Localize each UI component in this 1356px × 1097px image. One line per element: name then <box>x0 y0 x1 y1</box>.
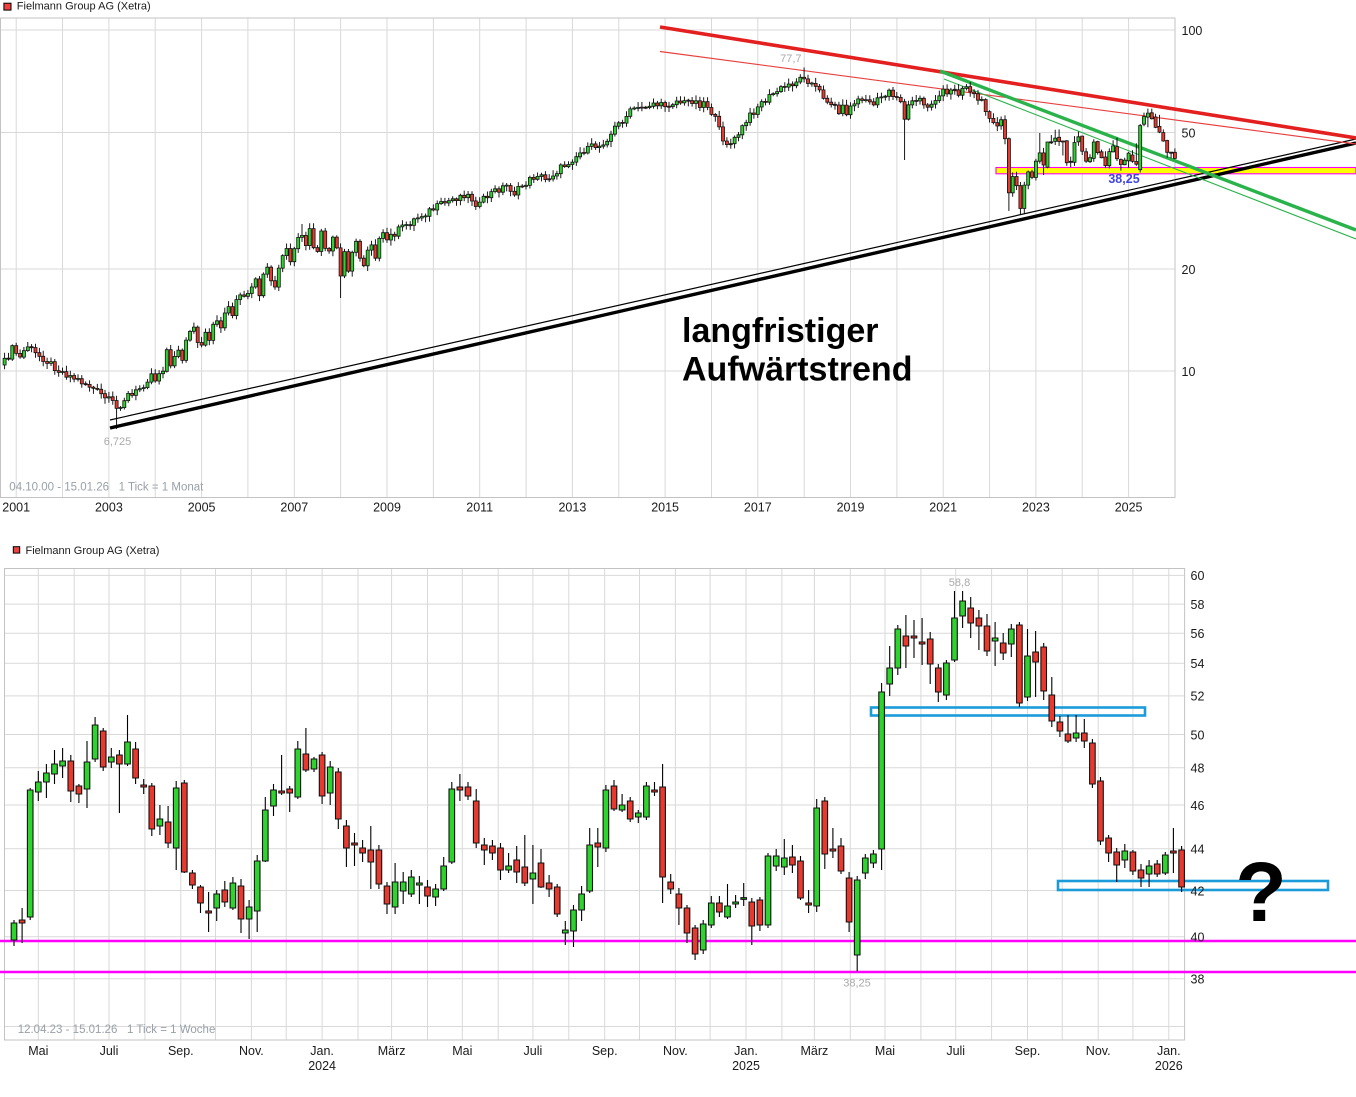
svg-text:Nov.: Nov. <box>663 1044 688 1058</box>
svg-text:langfristiger: langfristiger <box>682 312 878 350</box>
svg-text:38: 38 <box>1191 973 1205 987</box>
svg-text:100: 100 <box>1182 24 1203 38</box>
svg-text:04.10.00 - 15.01.26 1 Tick =: 04.10.00 - 15.01.26 1 Tick = 1 Monat <box>9 482 204 494</box>
svg-text:Jan.: Jan. <box>310 1044 334 1058</box>
svg-text:48: 48 <box>1191 762 1205 776</box>
svg-text:46: 46 <box>1191 799 1205 813</box>
svg-text:6,725: 6,725 <box>104 436 132 448</box>
svg-text:50: 50 <box>1191 728 1205 742</box>
svg-text:Fielmann Group AG (Xetra): Fielmann Group AG (Xetra) <box>26 545 160 557</box>
svg-text:Juli: Juli <box>100 1044 119 1058</box>
svg-text:2025: 2025 <box>732 1059 760 1073</box>
svg-text:38,25: 38,25 <box>843 978 871 990</box>
svg-text:2009: 2009 <box>373 501 401 515</box>
svg-text:Sep.: Sep. <box>592 1044 618 1058</box>
svg-text:Juli: Juli <box>524 1044 543 1058</box>
svg-text:Mai: Mai <box>28 1044 48 1058</box>
svg-text:50: 50 <box>1182 126 1196 140</box>
svg-text:Nov.: Nov. <box>1086 1044 1111 1058</box>
svg-text:2003: 2003 <box>95 501 123 515</box>
svg-text:58,8: 58,8 <box>949 577 970 589</box>
svg-text:Sep.: Sep. <box>1015 1044 1041 1058</box>
svg-text:52: 52 <box>1191 690 1205 704</box>
svg-text:60: 60 <box>1191 569 1205 583</box>
svg-text:Sep.: Sep. <box>168 1044 194 1058</box>
svg-text:Juli: Juli <box>946 1044 965 1058</box>
svg-text:Mai: Mai <box>875 1044 895 1058</box>
svg-text:58: 58 <box>1191 598 1205 612</box>
svg-text:Mai: Mai <box>452 1044 472 1058</box>
svg-text:Nov.: Nov. <box>239 1044 264 1058</box>
svg-text:2013: 2013 <box>558 501 586 515</box>
svg-text:2025: 2025 <box>1115 501 1143 515</box>
svg-text:38,25: 38,25 <box>1108 172 1139 186</box>
svg-text:2001: 2001 <box>2 501 30 515</box>
svg-text:2015: 2015 <box>651 501 679 515</box>
svg-text:Jan.: Jan. <box>734 1044 758 1058</box>
svg-text:2017: 2017 <box>744 501 772 515</box>
svg-text:2026: 2026 <box>1155 1059 1183 1073</box>
svg-text:2007: 2007 <box>280 501 308 515</box>
svg-text:2023: 2023 <box>1022 501 1050 515</box>
svg-text:2021: 2021 <box>929 501 957 515</box>
svg-text:42: 42 <box>1191 884 1205 898</box>
svg-text:54: 54 <box>1191 657 1205 671</box>
svg-text:2019: 2019 <box>837 501 865 515</box>
svg-text:März: März <box>378 1044 406 1058</box>
svg-text:2011: 2011 <box>466 501 493 515</box>
svg-text:20: 20 <box>1182 263 1196 277</box>
svg-text:56: 56 <box>1191 627 1205 641</box>
svg-text:Fielmann Group AG (Xetra): Fielmann Group AG (Xetra) <box>17 1 151 13</box>
svg-text:40: 40 <box>1191 931 1205 945</box>
svg-text:44: 44 <box>1191 843 1205 857</box>
svg-text:10: 10 <box>1182 365 1196 379</box>
svg-text:März: März <box>801 1044 829 1058</box>
svg-text:Aufwärtstrend: Aufwärtstrend <box>682 351 912 389</box>
svg-text:2005: 2005 <box>188 501 216 515</box>
svg-text:77,7: 77,7 <box>780 53 801 65</box>
svg-text:Jan.: Jan. <box>1157 1044 1181 1058</box>
svg-text:?: ? <box>1235 845 1286 939</box>
svg-text:2024: 2024 <box>308 1059 336 1073</box>
svg-text:12.04.23 - 15.01.26 1 Tick =: 12.04.23 - 15.01.26 1 Tick = 1 Woche <box>18 1024 216 1036</box>
